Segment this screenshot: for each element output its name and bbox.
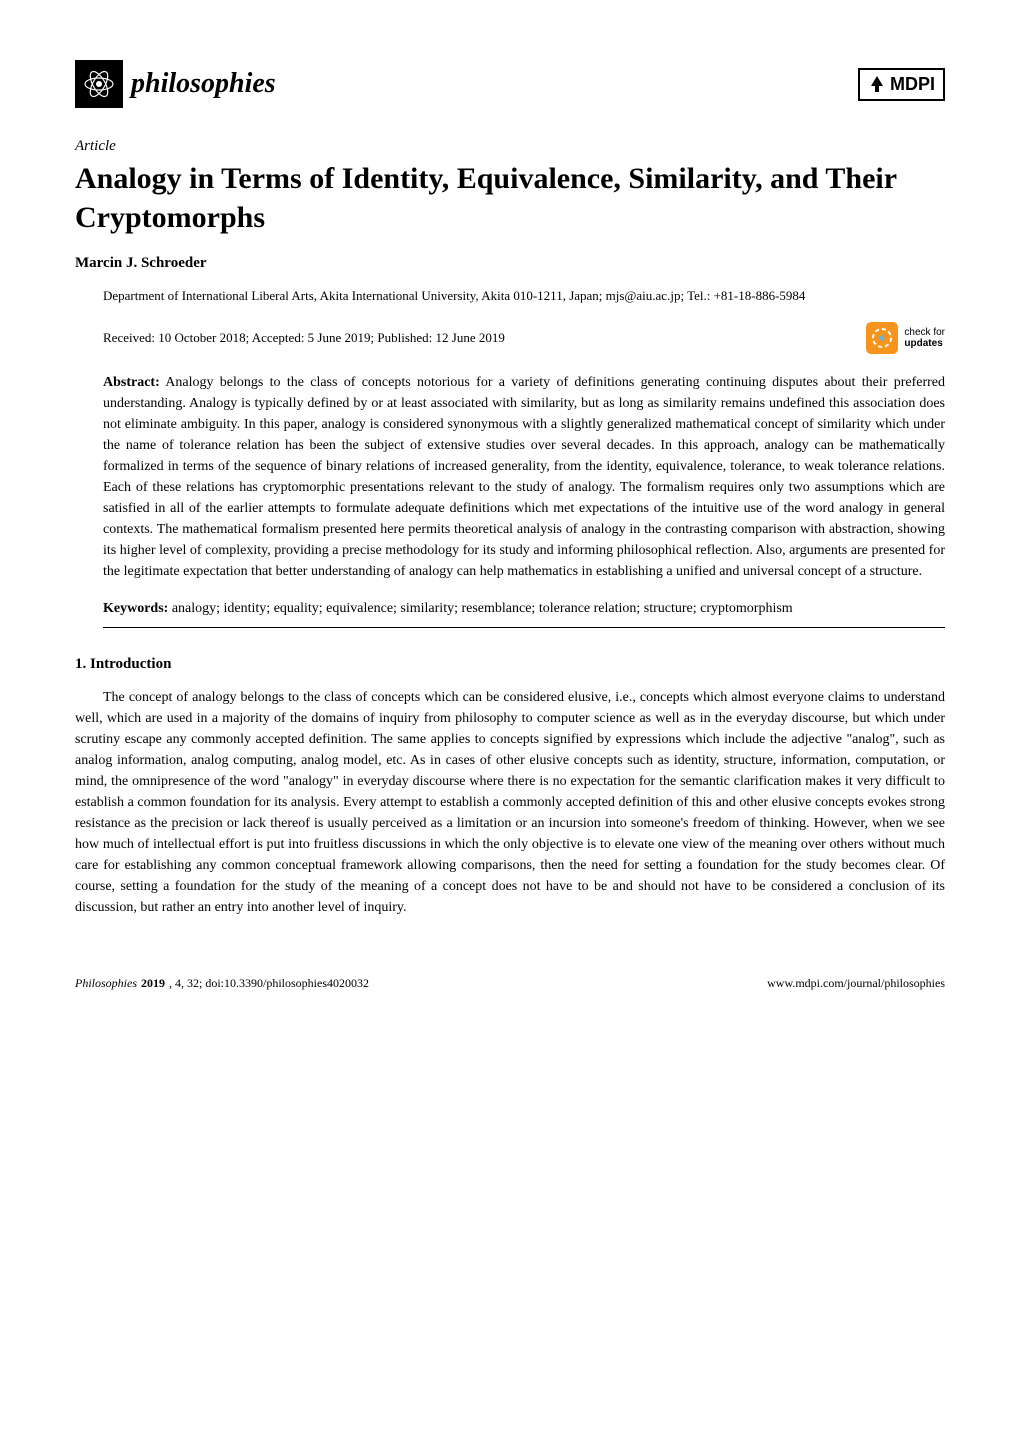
abstract-block: Abstract: Analogy belongs to the class o… [103,372,945,582]
check-updates-badge[interactable]: check for updates [866,322,945,354]
author-affiliation: Department of International Liberal Arts… [103,286,945,306]
check-updates-line1: check for [904,327,945,338]
footer-citation: Philosophies 2019 , 4, 32; doi:10.3390/ph… [75,976,369,991]
section-heading-intro: 1. Introduction [75,656,945,673]
publication-dates: Received: 10 October 2018; Accepted: 5 J… [103,330,505,346]
footer-journal: Philosophies [75,976,137,991]
abstract-label: Abstract: [103,375,160,390]
author-name: Marcin J. Schroeder [75,255,945,272]
check-updates-line2: updates [904,338,945,349]
page-footer: Philosophies 2019 , 4, 32; doi:10.3390/ph… [75,968,945,991]
dates-row: Received: 10 October 2018; Accepted: 5 J… [103,322,945,354]
article-title: Analogy in Terms of Identity, Equivalenc… [75,159,945,237]
header-row: philosophies MDPI [75,60,945,108]
section-separator [103,627,945,628]
keywords-label: Keywords: [103,601,168,616]
keywords-block: Keywords: analogy; identity; equality; e… [103,598,945,619]
journal-atom-icon [75,60,123,108]
publisher-name: MDPI [890,74,935,95]
footer-year: 2019 [141,976,165,991]
check-updates-icon [866,322,898,354]
publisher-logo: MDPI [858,68,945,101]
article-type: Article [75,138,945,155]
footer-rest: , 4, 32; doi:10.3390/philosophies4020032 [169,976,369,991]
journal-name: philosophies [131,68,276,100]
journal-logo: philosophies [75,60,276,108]
mdpi-tree-icon [868,75,886,93]
footer-url: www.mdpi.com/journal/philosophies [767,976,945,991]
keywords-text: analogy; identity; equality; equivalence… [172,601,793,616]
abstract-text: Analogy belongs to the class of concepts… [103,375,945,579]
check-updates-text: check for updates [904,327,945,349]
intro-paragraph-1: The concept of analogy belongs to the cl… [75,687,945,918]
